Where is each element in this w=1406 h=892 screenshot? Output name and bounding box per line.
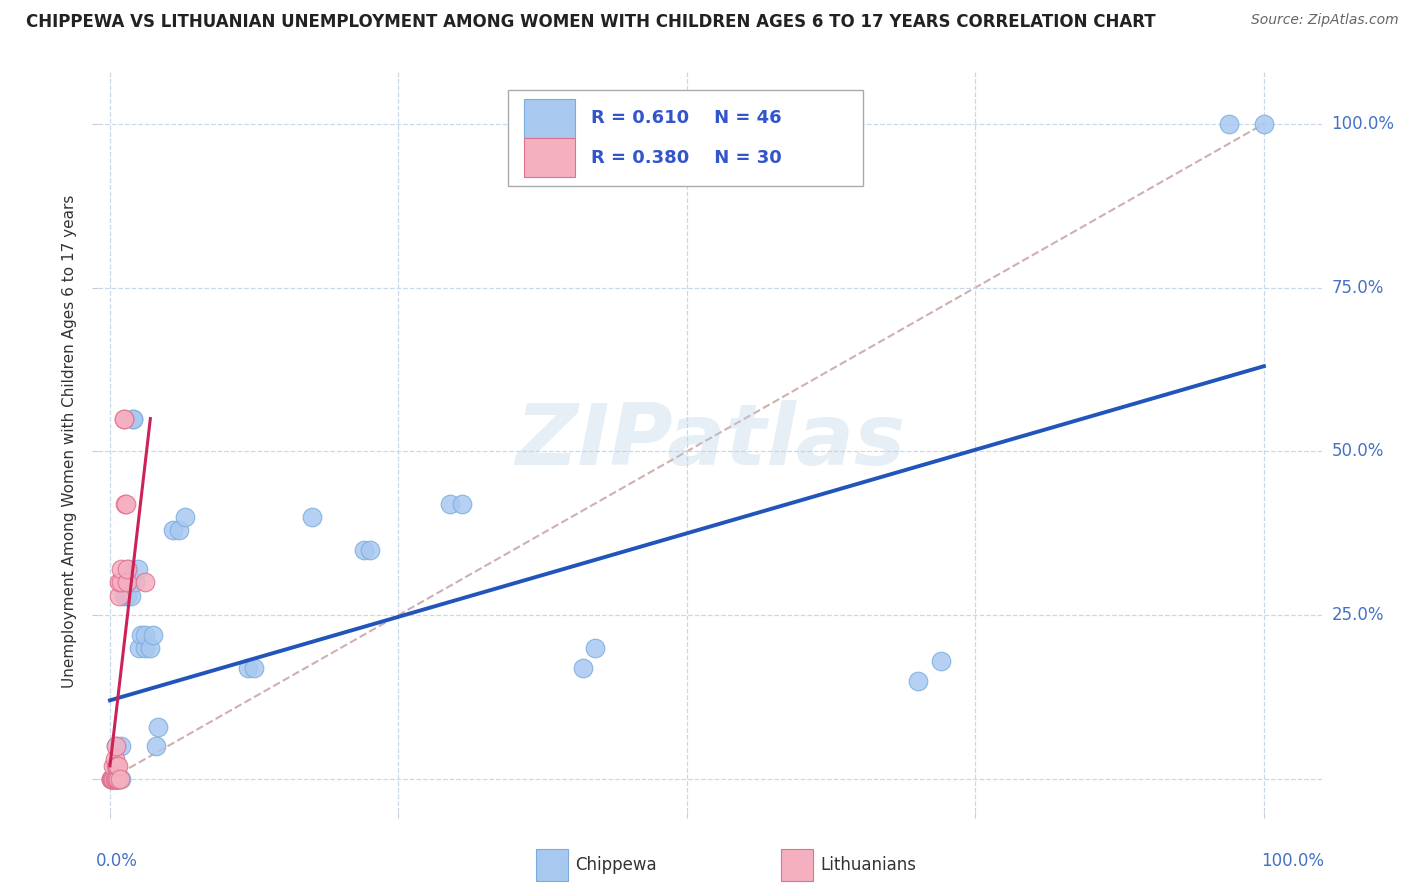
Point	[105, 759, 128, 773]
Y-axis label: Unemployment Among Women with Children Ages 6 to 17 years: Unemployment Among Women with Children A…	[62, 194, 77, 689]
Point	[117, 575, 139, 590]
Point	[112, 411, 135, 425]
Text: Lithuanians: Lithuanians	[820, 856, 917, 874]
Point	[124, 575, 146, 590]
Point	[134, 628, 156, 642]
Point	[118, 575, 141, 590]
Point	[583, 640, 606, 655]
Point	[100, 772, 122, 786]
Point	[301, 509, 323, 524]
Point	[104, 739, 127, 754]
Point	[103, 772, 125, 786]
Point	[101, 772, 124, 786]
Text: Chippewa: Chippewa	[575, 856, 657, 874]
FancyBboxPatch shape	[524, 138, 575, 177]
Point	[110, 562, 132, 576]
Point	[117, 589, 139, 603]
Text: 0.0%: 0.0%	[96, 853, 138, 871]
Point	[105, 772, 128, 786]
Point	[167, 523, 190, 537]
Point	[104, 772, 127, 786]
Point	[108, 589, 131, 603]
Point	[103, 759, 125, 773]
Point	[100, 772, 122, 786]
Point	[112, 411, 135, 425]
Text: R = 0.610    N = 46: R = 0.610 N = 46	[592, 110, 782, 128]
Point	[115, 497, 138, 511]
Text: 50.0%: 50.0%	[1331, 442, 1384, 460]
FancyBboxPatch shape	[524, 99, 575, 137]
Point	[1218, 117, 1240, 131]
Point	[353, 542, 375, 557]
Point	[104, 772, 127, 786]
Point	[110, 772, 132, 786]
Point	[907, 673, 929, 688]
Point	[101, 772, 124, 786]
Point	[120, 589, 142, 603]
Point	[101, 772, 124, 786]
Point	[108, 575, 131, 590]
Point	[117, 562, 139, 576]
FancyBboxPatch shape	[780, 849, 813, 880]
Point	[114, 497, 136, 511]
Point	[451, 497, 474, 511]
Point	[107, 772, 129, 786]
Point	[108, 772, 131, 786]
Text: 25.0%: 25.0%	[1331, 607, 1384, 624]
Point	[439, 497, 461, 511]
Point	[572, 660, 595, 674]
Point	[929, 654, 952, 668]
Point	[129, 628, 152, 642]
Point	[107, 772, 129, 786]
Text: CHIPPEWA VS LITHUANIAN UNEMPLOYMENT AMONG WOMEN WITH CHILDREN AGES 6 TO 17 YEARS: CHIPPEWA VS LITHUANIAN UNEMPLOYMENT AMON…	[25, 13, 1156, 31]
Point	[110, 739, 132, 754]
Text: ZIPatlas: ZIPatlas	[515, 400, 905, 483]
Point	[107, 759, 129, 773]
Point	[103, 772, 125, 786]
Point	[142, 628, 165, 642]
Point	[117, 562, 139, 576]
Text: 100.0%: 100.0%	[1331, 115, 1395, 133]
Point	[174, 509, 197, 524]
Point	[122, 411, 145, 425]
Point	[105, 772, 128, 786]
FancyBboxPatch shape	[508, 90, 863, 186]
Point	[122, 411, 145, 425]
Point	[103, 772, 125, 786]
Point	[1253, 117, 1275, 131]
Text: 100.0%: 100.0%	[1261, 853, 1324, 871]
Point	[148, 720, 170, 734]
Text: 75.0%: 75.0%	[1331, 278, 1384, 296]
Point	[145, 739, 167, 754]
Text: R = 0.380    N = 30: R = 0.380 N = 30	[592, 149, 782, 167]
Point	[162, 523, 184, 537]
Point	[114, 575, 136, 590]
Point	[104, 759, 127, 773]
Point	[117, 575, 139, 590]
Point	[127, 562, 149, 576]
Point	[110, 772, 132, 786]
Point	[238, 660, 260, 674]
Point	[100, 772, 122, 786]
Point	[134, 575, 156, 590]
FancyBboxPatch shape	[536, 849, 568, 880]
Point	[103, 752, 125, 766]
Point	[103, 772, 125, 786]
Point	[359, 542, 381, 557]
Point	[110, 575, 132, 590]
Point	[104, 739, 127, 754]
Point	[139, 640, 162, 655]
Point	[128, 640, 150, 655]
Point	[103, 772, 125, 786]
Point	[243, 660, 266, 674]
Point	[112, 589, 135, 603]
Point	[134, 640, 156, 655]
Point	[103, 772, 125, 786]
Text: Source: ZipAtlas.com: Source: ZipAtlas.com	[1251, 13, 1399, 28]
Point	[101, 772, 124, 786]
